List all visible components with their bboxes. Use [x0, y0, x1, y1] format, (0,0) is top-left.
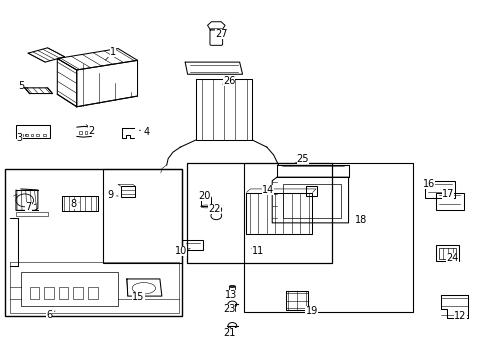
Text: 4: 4 [139, 127, 149, 137]
Text: 19: 19 [305, 306, 317, 316]
Text: 12: 12 [453, 311, 466, 321]
Text: 11: 11 [251, 246, 264, 256]
Text: 17: 17 [441, 189, 453, 199]
Bar [283, 184, 340, 217]
Text: 23: 23 [223, 304, 235, 314]
Bar [229, 304, 234, 311]
Text: 6: 6 [46, 310, 55, 320]
Bar [16, 125, 50, 138]
Text: 26: 26 [222, 76, 235, 86]
Bar [229, 287, 235, 293]
Bar [425, 181, 454, 198]
Bar [36, 134, 39, 136]
Bar [5, 168, 182, 316]
Text: 16: 16 [422, 179, 434, 189]
Bar [79, 131, 81, 134]
Text: 24: 24 [446, 253, 458, 263]
Bar [44, 287, 54, 298]
Bar [246, 193, 311, 234]
Bar [435, 245, 458, 261]
Bar [42, 134, 45, 136]
Text: 2: 2 [86, 125, 94, 136]
Bar [59, 287, 68, 298]
Bar [120, 186, 135, 197]
Text: 20: 20 [198, 191, 210, 201]
Text: 7: 7 [25, 202, 36, 212]
Bar [182, 240, 202, 249]
Text: 5: 5 [18, 81, 28, 91]
Text: 10: 10 [175, 246, 190, 256]
Bar [103, 168, 182, 263]
Bar [30, 287, 39, 298]
Text: 27: 27 [214, 29, 227, 39]
Text: 22: 22 [208, 204, 220, 214]
Text: 15: 15 [132, 292, 144, 302]
Bar [187, 163, 331, 263]
Bar [438, 248, 455, 258]
Bar [88, 287, 98, 298]
Text: 3: 3 [17, 133, 27, 143]
Text: 9: 9 [107, 190, 118, 200]
Text: 14: 14 [261, 185, 273, 195]
Bar [25, 134, 28, 136]
Bar [30, 134, 33, 136]
Bar [73, 287, 83, 298]
Text: 21: 21 [224, 328, 236, 338]
Text: 18: 18 [354, 215, 366, 225]
Text: 1: 1 [105, 47, 116, 60]
Text: 25: 25 [295, 154, 308, 164]
Text: 13: 13 [224, 290, 237, 300]
Bar [16, 212, 47, 216]
Bar [305, 186, 316, 196]
Bar [85, 131, 87, 134]
Text: 8: 8 [70, 199, 79, 209]
Bar [435, 193, 463, 210]
Bar [61, 197, 98, 211]
Bar [201, 198, 211, 206]
Bar [20, 134, 23, 136]
Bar [21, 272, 118, 306]
Bar [229, 326, 234, 332]
Bar [243, 163, 412, 312]
